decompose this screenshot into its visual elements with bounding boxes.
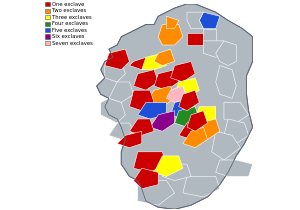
Legend: One exclave, Two exclaves, Three exclaves, Four exclaves, Five exclaves, Six exc: One exclave, Two exclaves, Three exclave… [43,0,95,48]
Polygon shape [130,90,154,111]
Polygon shape [97,4,253,209]
Polygon shape [154,49,175,66]
Polygon shape [216,66,236,98]
Polygon shape [203,41,228,57]
Polygon shape [170,98,195,119]
Polygon shape [138,102,167,119]
Polygon shape [203,29,216,41]
Polygon shape [212,131,240,160]
Polygon shape [187,12,203,29]
Polygon shape [216,41,236,66]
Polygon shape [109,82,134,102]
Polygon shape [183,176,220,197]
Polygon shape [167,86,187,102]
Polygon shape [167,16,179,29]
Polygon shape [109,123,134,139]
Polygon shape [134,168,158,189]
Polygon shape [170,62,195,82]
Polygon shape [195,107,216,123]
Polygon shape [183,127,208,148]
Polygon shape [105,49,130,70]
Polygon shape [162,164,191,181]
Polygon shape [187,33,203,45]
Polygon shape [138,181,175,205]
Polygon shape [101,98,125,123]
Polygon shape [216,160,253,176]
Polygon shape [175,78,199,98]
Polygon shape [134,70,158,90]
Polygon shape [142,53,167,70]
Polygon shape [150,111,175,131]
Polygon shape [130,57,150,70]
Polygon shape [179,119,203,139]
Polygon shape [130,119,154,135]
Polygon shape [224,102,249,123]
Polygon shape [158,25,183,45]
Polygon shape [146,86,175,107]
Polygon shape [199,12,220,29]
Polygon shape [134,152,166,172]
Polygon shape [175,107,199,127]
Polygon shape [105,62,125,82]
Polygon shape [117,131,142,148]
Polygon shape [187,111,208,131]
Polygon shape [154,70,179,90]
Polygon shape [195,119,220,139]
Polygon shape [224,119,249,144]
Polygon shape [179,90,199,111]
Polygon shape [154,156,183,176]
